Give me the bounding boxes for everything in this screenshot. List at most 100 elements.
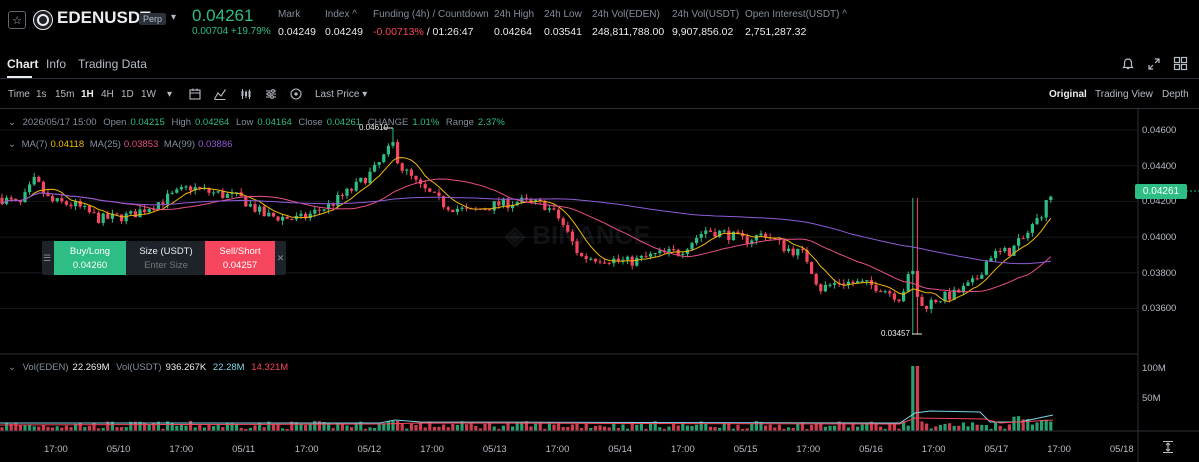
- volume-bar: [1007, 424, 1011, 431]
- candle-body: [672, 249, 676, 251]
- volume-bar: [511, 426, 515, 431]
- interval-4h[interactable]: 4H: [101, 89, 114, 100]
- target-icon[interactable]: [289, 87, 303, 101]
- indicators-icon[interactable]: [213, 87, 227, 101]
- candle-date: 2026/05/17 15:00: [22, 117, 97, 128]
- open-label: Open: [103, 117, 127, 128]
- candle-body: [948, 291, 952, 300]
- calendar-icon[interactable]: [188, 87, 202, 101]
- volume-bar: [851, 423, 855, 431]
- volume-bar: [225, 422, 229, 431]
- volume-bar: [460, 421, 464, 431]
- volume-bar: [773, 427, 777, 431]
- candle-body: [483, 209, 487, 211]
- collapse-icon[interactable]: ⌄: [8, 139, 16, 150]
- favorite-star-icon[interactable]: ☆: [8, 11, 26, 29]
- tab-trading-data[interactable]: Trading Data: [78, 57, 147, 71]
- volume-bar: [975, 424, 979, 431]
- candle-body: [667, 249, 671, 253]
- candle-body: [658, 250, 662, 253]
- layout-grid-icon[interactable]: [1173, 56, 1188, 71]
- candle-body: [193, 187, 197, 191]
- volume-bar: [32, 426, 36, 431]
- symbol-dropdown-icon[interactable]: ▾: [171, 12, 177, 23]
- candle-body: [175, 189, 179, 193]
- chart-toolbar: Time 1s 15m 1H 4H 1D 1W ▾ Last Price ▾ O…: [0, 80, 1199, 109]
- volume-ma-line: [0, 410, 1054, 424]
- candle-body: [428, 188, 432, 192]
- interval-1s[interactable]: 1s: [36, 89, 47, 100]
- volume-bar: [998, 425, 1002, 431]
- candle-body: [451, 209, 455, 212]
- candle-body: [823, 285, 827, 292]
- volume-bar: [359, 421, 363, 431]
- interval-1w[interactable]: 1W: [141, 89, 156, 100]
- volume-legend: ⌄ Vol(EDEN) 22.269M Vol(USDT) 936.267K 22.…: [8, 362, 292, 373]
- view-trading-view[interactable]: Trading View: [1095, 89, 1153, 100]
- collapse-icon[interactable]: ⌄: [8, 117, 16, 128]
- candle-body: [161, 202, 165, 204]
- candle-body: [258, 206, 262, 212]
- volume-bar: [152, 423, 156, 431]
- volume-bar: [248, 427, 252, 431]
- volume-bar: [97, 428, 101, 431]
- candle-body: [842, 283, 846, 285]
- view-original[interactable]: Original: [1049, 89, 1087, 100]
- interval-1d[interactable]: 1D: [121, 89, 134, 100]
- candle-body: [580, 253, 584, 257]
- price-type-select[interactable]: Last Price ▾: [315, 89, 367, 100]
- bell-icon[interactable]: [1121, 57, 1135, 71]
- interval-dropdown-icon[interactable]: ▾: [167, 89, 173, 100]
- volume-bar: [189, 421, 193, 431]
- fit-vertical-icon[interactable]: [1161, 440, 1175, 454]
- volume-bar: [506, 422, 510, 431]
- volume-bar: [805, 428, 809, 431]
- candle-body: [621, 259, 625, 261]
- interval-time[interactable]: Time: [8, 89, 30, 100]
- size-input[interactable]: [131, 260, 201, 271]
- symbol-name[interactable]: EDENUSDT: [57, 8, 151, 27]
- volume-bar: [331, 428, 335, 431]
- candle-body: [340, 194, 344, 196]
- price-axis-label: 0.03600: [1142, 303, 1177, 314]
- collapse-icon[interactable]: ⌄: [8, 362, 16, 373]
- candle-body: [97, 212, 101, 223]
- candle-body: [828, 284, 832, 286]
- stat-open-interest[interactable]: Open Interest(USDT) ^ 2,751,287.32: [745, 9, 847, 38]
- sell-short-button[interactable]: Sell/Short 0.04257: [205, 241, 275, 275]
- volume-bar: [212, 426, 216, 431]
- candle-body: [120, 214, 124, 222]
- view-depth[interactable]: Depth: [1162, 89, 1189, 100]
- current-price-tag: 0.04261: [1135, 184, 1187, 199]
- volume-bar: [18, 425, 22, 431]
- candle-body: [396, 142, 400, 164]
- candle-body: [28, 184, 32, 193]
- drag-handle-icon[interactable]: ☰: [42, 252, 52, 263]
- candle-body: [488, 209, 492, 211]
- candle-body: [354, 181, 358, 191]
- candle-body: [23, 192, 27, 203]
- volume-bar: [607, 427, 611, 431]
- volume-bar: [308, 423, 312, 431]
- interval-1h[interactable]: 1H: [81, 89, 94, 100]
- volume-bar: [258, 422, 262, 431]
- candle-body: [557, 209, 561, 219]
- tab-info[interactable]: Info: [46, 57, 67, 71]
- buy-long-button[interactable]: Buy/Long 0.04260: [54, 241, 126, 275]
- volume-bar: [984, 425, 988, 431]
- price-chart[interactable]: ◈ BINANCE: [0, 109, 1199, 462]
- volume-bar: [593, 425, 597, 431]
- volume-bar: [488, 422, 492, 431]
- volume-bar: [207, 424, 211, 431]
- stat-value: 0.04249: [278, 26, 316, 38]
- stat-index[interactable]: Index ^ 0.04249: [325, 9, 363, 38]
- tab-chart[interactable]: Chart: [7, 57, 39, 71]
- chart-type-icon[interactable]: [239, 87, 253, 101]
- candle-body: [281, 216, 285, 221]
- interval-15m[interactable]: 15m: [55, 89, 75, 100]
- settings-sliders-icon[interactable]: [264, 87, 278, 101]
- candle-body: [759, 233, 763, 236]
- expand-icon[interactable]: [1147, 57, 1161, 71]
- time-axis-label: 05/18: [1109, 444, 1134, 455]
- close-icon[interactable]: ✕: [276, 252, 285, 263]
